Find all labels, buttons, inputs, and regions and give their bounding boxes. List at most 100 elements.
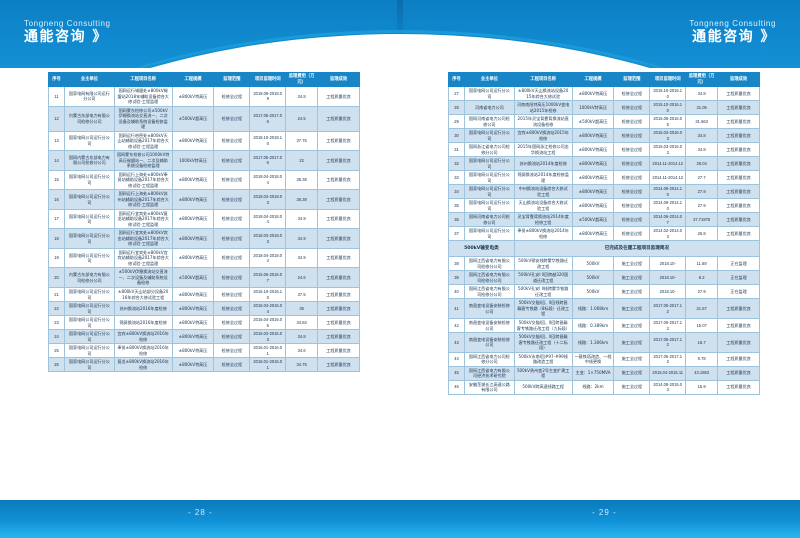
cell-project: 国网蒙东检修公司1000kV特高压锡盟站一、二次及辅助系统设备检修监理	[113, 150, 173, 171]
cell-result: 工程质量优良	[317, 315, 360, 331]
cell-no: 35	[448, 198, 465, 214]
cell-scale: ±800kV特高压	[571, 85, 615, 102]
cell-project: 500kV永南Ⅰ回#97-#99线路改造工程	[513, 351, 573, 367]
cell-time: 2015.10-2016.10	[649, 100, 687, 116]
cell-result: 工程质量优良	[317, 105, 360, 132]
cell-no: 15	[48, 169, 65, 191]
col-header-project: 工程项目名称	[113, 72, 173, 87]
cell-result: 工程质量优良	[717, 85, 760, 102]
cell-owner: 国家电网公司运行分公司	[63, 208, 115, 230]
cell-project: 500kV孔安Ⅰ Ⅱ回跨越320国道迁改工程	[513, 270, 573, 286]
cell-fee: 27.9	[685, 198, 719, 214]
cell-scope: 检修全过程	[213, 169, 251, 191]
table-row: 24 国家电网公司运行分公司 宜宾±800kV换流站2016年检修 ±800kV特高压…	[48, 329, 360, 345]
cell-project: 国网运行宜宾处±800kV宾金站辅助设备2017年综合大修试验-工程监理	[113, 228, 173, 249]
cell-scope: 检修全过程	[613, 198, 651, 214]
cell-result: 工程质量优良	[317, 357, 360, 373]
cell-fee: 21.57	[685, 298, 719, 319]
cell-project: 苏州换流站2014年度检修	[513, 156, 573, 172]
cell-time: 2015.03-2016.03	[649, 128, 687, 144]
table-row: 26 国家电网公司运行分公司 复龙±800kV换流站2016年检修 ±800kV特高压…	[48, 357, 360, 373]
cell-no: 26	[48, 357, 65, 373]
brand-en-left: Tongneng Consulting	[24, 19, 111, 28]
cell-result: 工程质量优良	[317, 267, 360, 288]
section-category-label: 500kV输变电类	[448, 240, 515, 258]
table-header-row: 序号 业主单位 工程项目名称 工程规模 监理范围 项目监理时间 监理费用（万元）…	[448, 72, 760, 87]
cell-no: 45	[448, 365, 465, 381]
cell-scale: ±500kV超高压	[171, 105, 215, 132]
cell-no: 24	[48, 329, 65, 345]
cell-scale: ±800kV特高压	[171, 301, 215, 317]
cell-fee: 36.38	[285, 189, 319, 210]
col-header-no: 序号	[448, 72, 465, 87]
table-row: 19 国家电网公司运行分公司 国网运行宜宾处±800kV宜宾站辅助设备2017年综合…	[48, 247, 360, 269]
table-row: 44 国网江西省电力公司检修分公司 500kV永南Ⅰ回#97-#99线路改造工程 一基…	[448, 351, 760, 367]
cell-project: ±800kV天山站部分设备2016年综合大修试验工程	[113, 286, 173, 303]
cell-no: 31	[448, 142, 465, 158]
cell-no: 36	[448, 212, 465, 228]
cell-scope: 检修全过程	[213, 267, 251, 288]
cell-no: 18	[48, 228, 65, 249]
cell-scope: 检修全过程	[213, 228, 251, 249]
cell-time: 2014.08-2015.03	[649, 379, 687, 395]
cell-time: 2018.04-2018.04	[249, 208, 287, 230]
cell-owner: 国家电网有限公司运行分公司	[63, 86, 115, 107]
cell-time: 2018.10-	[649, 284, 687, 300]
cell-project: 苏州换流站2016年度检修	[113, 301, 173, 317]
col-header-result: 监理成效	[717, 72, 760, 87]
cell-scale: 500kV	[571, 284, 615, 300]
table-row: 36 国网河南省电力公司检修公司 灵宝背靠背换流站2014年度检修工程 ±500kV超…	[448, 212, 760, 228]
cell-time: 2015.04-2015.11	[649, 365, 687, 381]
cell-scope: 检修全过程	[613, 100, 651, 116]
cell-fee: 34.8	[285, 86, 319, 107]
top-banner	[0, 0, 800, 68]
cell-result: 工程质量优良	[317, 189, 360, 210]
cell-no: 25	[48, 343, 65, 359]
cell-scale: ±800kV特高压	[571, 142, 615, 158]
cell-scope: 检修全过程	[213, 329, 251, 345]
cell-scope: 检修全过程	[213, 247, 251, 269]
cell-fee: 16.7	[685, 332, 719, 353]
cell-fee: 24.5	[285, 105, 319, 132]
cell-result: 工程质量优良	[717, 184, 760, 200]
cell-project: 500kV孔安Ⅰ Ⅱ线跨蒙华铁路迁改工程	[513, 284, 573, 300]
supervision-table-right: 序号 业主单位 工程项目名称 工程规模 监理范围 项目监理时间 监理费用（万元）…	[448, 72, 761, 395]
cell-project: 国网运行锡盟处±800kV锡盟站2018年辅助设备综合大修试验-工程监理	[113, 86, 173, 107]
cell-owner: 国家电网公司运行分公司	[63, 315, 115, 331]
cell-no: 41	[448, 298, 465, 319]
cell-scope: 检修全过程	[213, 105, 251, 132]
supervision-table-left-wrap: 序号 业主单位 工程项目名称 工程规模 监理范围 项目监理时间 监理费用（万元）…	[48, 72, 360, 373]
cell-no: 28	[448, 100, 465, 116]
brand-en-right: Tongneng Consulting	[689, 19, 776, 28]
cell-time: 2018.03-2018.03	[249, 189, 287, 210]
cell-fee: 37.71875	[685, 212, 719, 228]
cell-scope: 检修全过程	[613, 142, 651, 158]
cell-owner: 国家电网公司运行分公司	[63, 130, 115, 152]
cell-scale: 线路：0.389km	[571, 317, 615, 334]
cell-fee: 34.75	[285, 357, 319, 373]
col-header-fee: 监理费用（万元）	[685, 72, 719, 87]
cell-scale: 500kV	[571, 270, 615, 286]
table-row: 34 国家电网公司运行分公司 中州换流站设备综合大修试验工程 ±800kV特高压 检修全…	[448, 184, 760, 200]
cell-scope: 施工全过程	[613, 332, 651, 353]
cell-scope: 检修全过程	[213, 301, 251, 317]
cell-scale: ±800kV特高压	[171, 169, 215, 191]
cell-result: 工程质量优良	[317, 329, 360, 345]
cell-no: 46	[448, 379, 465, 395]
cell-scope: 检修全过程	[213, 189, 251, 210]
cell-fee: 15.07	[685, 317, 719, 334]
table-row: 43 南昌变电设备安装检修公司 500kV交隘Ⅰ回、Ⅱ回跨昌赣客专铁路迁改工程（十二…	[448, 332, 760, 353]
col-header-owner: 业主单位	[63, 72, 115, 87]
cell-result: 工程质量优良	[717, 379, 760, 395]
cell-scope: 检修全过程	[213, 150, 251, 171]
cell-fee: 15.9	[685, 379, 719, 395]
cell-scale: ±800kV特高压	[171, 208, 215, 230]
cell-owner: 内蒙古东部电力有限公司检修分公司	[63, 105, 115, 132]
table-body-left: 11 国家电网有限公司运行分公司 国网运行锡盟处±800kV锡盟站2018年辅助设备…	[48, 86, 360, 373]
banner-curve-white	[0, 34, 800, 68]
table-row: 13 国家电网公司运行分公司 国网运行哈密处±800kV天山站辅助设备2017年综合…	[48, 130, 360, 152]
cell-no: 11	[48, 86, 65, 107]
cell-fee: 35	[285, 301, 319, 317]
supervision-table-left: 序号 业主单位 工程项目名称 工程规模 监理范围 项目监理时间 监理费用（万元）…	[48, 72, 360, 373]
table-header-row: 序号 业主单位 工程项目名称 工程规模 监理范围 项目监理时间 监理费用（万元）…	[48, 72, 360, 87]
